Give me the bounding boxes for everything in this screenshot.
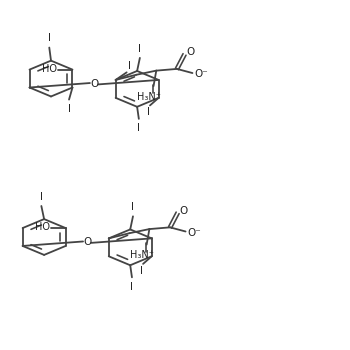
Text: I: I — [128, 61, 131, 71]
Text: I: I — [138, 44, 141, 54]
Text: O: O — [90, 79, 98, 89]
Text: I: I — [137, 123, 140, 133]
Text: I: I — [131, 282, 133, 292]
Text: HO: HO — [35, 222, 50, 232]
Text: O: O — [179, 206, 188, 216]
Text: I: I — [40, 192, 43, 202]
Text: I: I — [132, 202, 134, 212]
Text: H₃N⁺: H₃N⁺ — [130, 251, 154, 260]
Text: HO: HO — [42, 64, 57, 74]
Text: I: I — [68, 104, 71, 114]
Text: H₃N⁺: H₃N⁺ — [137, 92, 161, 102]
Text: I: I — [140, 266, 143, 276]
Text: I: I — [48, 33, 51, 43]
Text: O⁻: O⁻ — [187, 228, 201, 238]
Text: O⁻: O⁻ — [194, 69, 208, 79]
Text: O: O — [186, 47, 195, 57]
Text: O: O — [83, 237, 91, 247]
Text: I: I — [147, 107, 150, 118]
